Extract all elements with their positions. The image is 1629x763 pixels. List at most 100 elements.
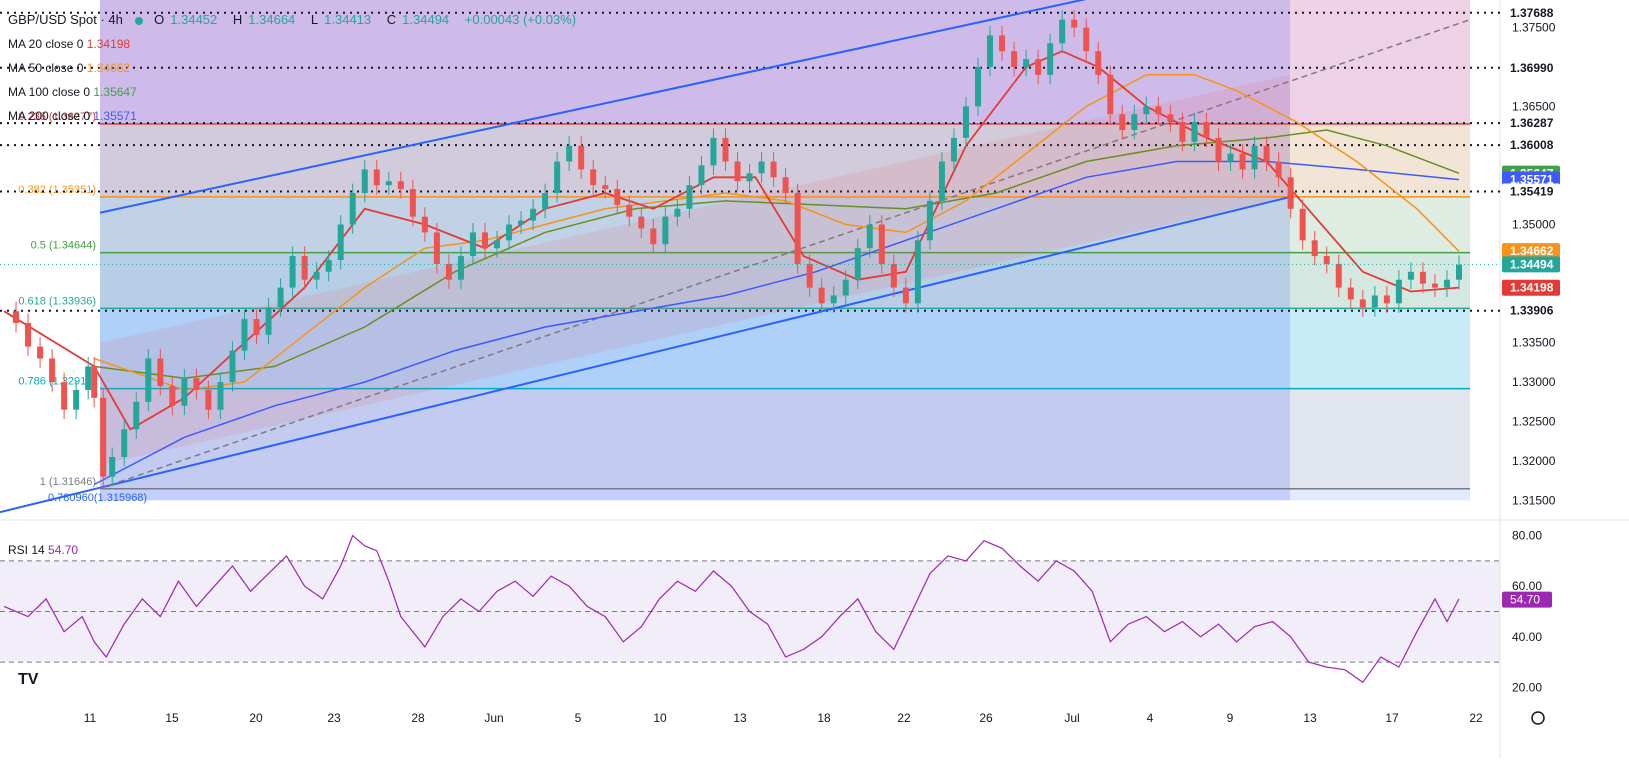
candle-body-84 [999, 35, 1006, 52]
ma200-legend[interactable]: MA 200 close 0 1.35571 [8, 109, 137, 123]
candle-body-114 [1359, 299, 1366, 308]
price-badge-bg-9 [1502, 59, 1560, 76]
candle-body-46 [542, 193, 549, 209]
candle-body-11 [121, 429, 128, 457]
candle-body-93 [1107, 74, 1114, 115]
candle-body-103 [1227, 153, 1234, 162]
candle-body-32 [373, 169, 380, 186]
candle-body-25 [289, 256, 296, 288]
candle-body-90 [1071, 19, 1078, 28]
ma100-legend[interactable]: MA 100 close 0 1.35647 [8, 85, 137, 99]
fib-zone-4 [100, 308, 1470, 389]
candle-body-75 [890, 263, 897, 288]
candle-body-116 [1383, 295, 1390, 304]
candle-body-12 [133, 401, 140, 430]
time-tick-0: 11 [84, 711, 97, 725]
candle-body-3 [37, 346, 44, 359]
candle-body-48 [566, 145, 573, 162]
candle-body-117 [1395, 279, 1402, 304]
candle-body-88 [1047, 43, 1054, 75]
time-tick-8: 13 [733, 711, 747, 725]
candle-body-76 [902, 287, 909, 304]
symbol-row: GBP/USD Spot · 4h O 1.34452 H 1.34664 L 1.3… [8, 8, 582, 32]
price-badge-bg-8 [1502, 115, 1560, 132]
candle-body-44 [518, 220, 525, 225]
price-tick-5: 1.32500 [1512, 415, 1556, 429]
candle-body-107 [1275, 161, 1282, 178]
price-tick-6: 1.32000 [1512, 454, 1556, 468]
candle-body-122 [1456, 264, 1462, 280]
time-tick-10: 22 [897, 711, 911, 725]
rsi-badge: 54.70 [1510, 593, 1540, 607]
axis-layer: 1.37500 1.36500 1.35000 1.33500 1.33000 1.325… [18, 21, 1556, 725]
time-tick-7: 10 [653, 711, 667, 725]
fib-label-1: 0.382 (1.35351) [18, 184, 96, 196]
candle-body-98 [1167, 114, 1174, 123]
time-tick-17: 22 [1469, 711, 1483, 725]
time-tick-12: Jul [1064, 711, 1079, 725]
candle-body-27 [313, 271, 320, 280]
candle-body-43 [506, 224, 513, 241]
candle-body-33 [385, 181, 392, 186]
price-badge-bg-1 [1502, 256, 1560, 273]
candle-body-89 [1059, 19, 1066, 44]
price-badge-0: 1.34662 [1510, 244, 1554, 258]
rsi-legend[interactable]: RSI 14 54.70 [8, 543, 79, 557]
candle-body-16 [181, 378, 188, 406]
candle-body-108 [1287, 177, 1294, 209]
candle-body-110 [1311, 240, 1318, 257]
candle-body-86 [1023, 59, 1030, 67]
candle-body-10 [109, 456, 116, 477]
candle-body-72 [854, 248, 861, 280]
candle-body-68 [806, 263, 813, 288]
candle-body-21 [241, 319, 248, 351]
candle-body-100 [1191, 122, 1198, 142]
candle-body-77 [914, 240, 921, 304]
candle-body-55 [650, 228, 657, 245]
fib-extra-label: 0.780960(1.315968) [48, 492, 147, 504]
candle-body-61 [722, 137, 729, 162]
candle-body-78 [926, 200, 933, 241]
candle-body-119 [1419, 271, 1426, 284]
candle-body-18 [205, 390, 212, 410]
ma50-line [93, 74, 1460, 391]
candle-body-92 [1095, 51, 1102, 75]
candle-body-6 [73, 390, 80, 410]
price-badge-1: 1.34494 [1510, 257, 1554, 271]
candle-body-35 [409, 189, 416, 217]
candle-body-65 [770, 161, 777, 178]
price-badge-bg-6 [1502, 183, 1560, 200]
channel-lower-fill [100, 74, 1290, 465]
channel-median-line [99, 18, 1471, 490]
rsi-tick-2: 40.00 [1512, 630, 1542, 644]
horizontal-levels-layer [0, 11, 1500, 312]
candle-body-83 [987, 35, 994, 67]
candle-body-60 [710, 137, 717, 166]
symbol-title[interactable]: GBP/USD Spot · 4h [8, 12, 123, 27]
candle-body-63 [746, 173, 753, 182]
price-badges-layer: 1.346621.344941.341981.339061.356471.355… [1502, 4, 1560, 608]
price-badge-7: 1.36008 [1510, 138, 1554, 152]
price-layer [0, 10, 1500, 487]
ma100-line [94, 129, 1460, 379]
candle-body-112 [1335, 263, 1342, 288]
fib-label-0: 0.236 (1.36277) [18, 111, 96, 123]
ma20-legend[interactable]: MA 20 close 0 1.34198 [8, 37, 131, 51]
candle-body-37 [433, 232, 440, 264]
candle-body-26 [301, 256, 308, 280]
candle-body-96 [1143, 106, 1150, 115]
candle-body-38 [445, 263, 452, 280]
price-badge-bg-3 [1502, 302, 1560, 319]
candle-body-87 [1035, 59, 1042, 75]
time-tick-11: 26 [979, 711, 993, 725]
candle-body-79 [938, 161, 945, 201]
candle-body-102 [1215, 137, 1222, 162]
candle-body-23 [265, 307, 272, 335]
price-badge-5: 1.35571 [1510, 173, 1554, 187]
candle-body-39 [457, 256, 464, 280]
candle-body-80 [950, 137, 957, 162]
candle-body-113 [1347, 287, 1354, 300]
candle-body-85 [1011, 51, 1018, 67]
settings-gear-icon [1531, 711, 1545, 725]
ma50-legend[interactable]: MA 50 close 0 1.34662 [8, 61, 131, 75]
